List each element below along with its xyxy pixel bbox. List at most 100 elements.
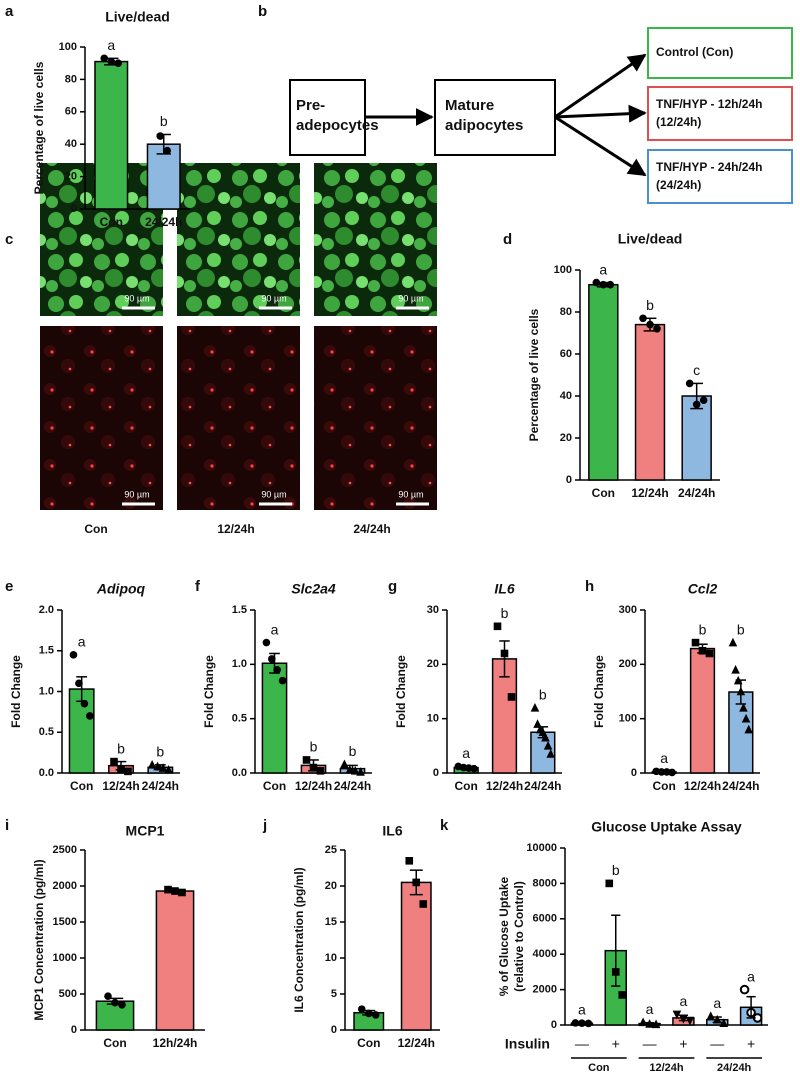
data-point <box>262 638 271 647</box>
micrographs: c 90 µm 90 µm 90 µm 90 µm 90 µm 90 µm Co… <box>5 163 437 536</box>
x-tick-label: 24/24h <box>334 779 371 793</box>
y-axis-label: IL6 Concentration (pg/ml) <box>292 867 306 1012</box>
y-tick-label: 1.5 <box>39 645 54 657</box>
arrow <box>554 104 647 123</box>
y-tick-label: 1500 <box>53 916 77 928</box>
y-tick-label: 1000 <box>53 952 77 964</box>
y-tick-label: 0 <box>71 203 77 215</box>
x-tick-label: 12/24h <box>102 779 139 793</box>
y-tick-label: 100 <box>554 264 572 276</box>
node-label: Pre- <box>296 97 325 114</box>
data-point <box>470 764 478 773</box>
data-point <box>546 749 556 758</box>
data-point <box>739 984 750 995</box>
significance-letter: b <box>737 621 745 637</box>
data-point <box>744 724 754 734</box>
x-tick-label: Con <box>357 1036 380 1050</box>
y-tick-label: 4000 <box>533 948 557 960</box>
y-tick-label: 2000 <box>53 880 77 892</box>
y-axis-label: Fold Change <box>592 655 606 728</box>
node-box <box>647 27 793 79</box>
y-axis-label: (relative to Control) <box>512 881 526 992</box>
data-point <box>592 278 601 287</box>
y-axis-label: Fold Change <box>394 655 408 728</box>
significance-letter: a <box>107 37 115 53</box>
arrow <box>554 53 647 119</box>
data-point <box>685 379 694 388</box>
y-tick-label: 0 <box>71 1024 77 1036</box>
diagram: b Pre- adepocytes Mature adipocytes Cont… <box>258 3 793 204</box>
data-point <box>340 759 349 769</box>
y-tick-label: 100 <box>59 41 77 53</box>
y-tick-label: 6000 <box>533 913 557 925</box>
y-tick-label: 20 <box>560 432 572 444</box>
x-tick-label: — <box>575 1036 589 1052</box>
data-point <box>278 676 287 685</box>
y-tick-label: 20 <box>325 880 337 892</box>
scale-bar-label: 90 µm <box>398 489 423 499</box>
node-label: TNF/HYP - 24h/24h <box>656 160 762 174</box>
image <box>40 326 163 510</box>
image <box>314 163 437 316</box>
panel-label: e <box>5 578 13 595</box>
bar <box>94 60 129 210</box>
data-point <box>507 693 516 701</box>
x-tick-label: 12h/24h <box>153 1036 198 1050</box>
y-tick-label: 500 <box>59 988 77 1000</box>
data-point <box>651 1019 661 1029</box>
data-point <box>691 638 700 647</box>
significance-letter: a <box>462 745 470 761</box>
y-tick-label: 8000 <box>533 877 557 889</box>
data-point <box>706 1011 716 1020</box>
y-tick-label: 25 <box>325 844 337 856</box>
significance-letter: a <box>599 261 607 277</box>
node-label: (12/24h) <box>656 115 701 129</box>
data-point <box>110 757 118 766</box>
x-tick-label: + <box>747 1036 755 1052</box>
image-label: 24/24h <box>353 522 390 536</box>
data-point <box>316 767 325 775</box>
data-point <box>530 703 540 712</box>
chart-title: IL6 <box>494 581 514 597</box>
data-point <box>86 712 94 720</box>
node-label: Control (Con) <box>656 45 733 59</box>
data-point <box>584 1019 593 1028</box>
node-box <box>647 149 793 204</box>
significance-letter: a <box>660 750 668 766</box>
y-tick-label: 15 <box>325 916 337 928</box>
data-point <box>639 314 647 323</box>
x-tick-label: Con <box>263 779 286 793</box>
image <box>177 326 300 510</box>
y-axis-label: Percentage of live cells <box>527 308 541 441</box>
data-point <box>147 760 157 769</box>
y-tick-label: 5 <box>331 988 337 1000</box>
bar <box>689 647 716 774</box>
data-point <box>685 1016 695 1026</box>
significance-letter: b <box>646 297 654 313</box>
y-tick-label: 2.0 <box>39 604 54 616</box>
node-label: Mature <box>445 97 494 114</box>
y-tick-label: 2500 <box>53 844 77 856</box>
y-tick-label: 0.0 <box>232 767 247 779</box>
panel-label: k <box>440 817 449 834</box>
x-tick-label: Con <box>592 486 615 500</box>
y-tick-label: 10 <box>325 952 337 964</box>
x-tick-label: Con <box>100 215 123 229</box>
image-label: Con <box>84 522 107 536</box>
y-tick-label: 0.5 <box>39 726 54 738</box>
x-tick-label: — <box>710 1036 724 1052</box>
chart-title: Live/dead <box>618 231 683 247</box>
scale-bar-label: 90 µm <box>261 489 286 499</box>
significance-letter: c <box>693 362 700 378</box>
significance-letter: b <box>539 687 547 703</box>
panel-label: h <box>585 578 594 595</box>
y-axis-label: MCP1 Concentration (pg/ml) <box>32 859 46 1020</box>
panel-label: d <box>503 231 512 248</box>
x-tick-label: 12/24h <box>398 1036 435 1050</box>
x-tick-label: 12/24h <box>486 779 523 793</box>
panel-label: a <box>5 3 14 20</box>
chart-title: Slc2a4 <box>291 581 336 597</box>
scale-bar-label: 90 µm <box>124 293 149 303</box>
y-axis-label: Fold Change <box>9 655 23 728</box>
